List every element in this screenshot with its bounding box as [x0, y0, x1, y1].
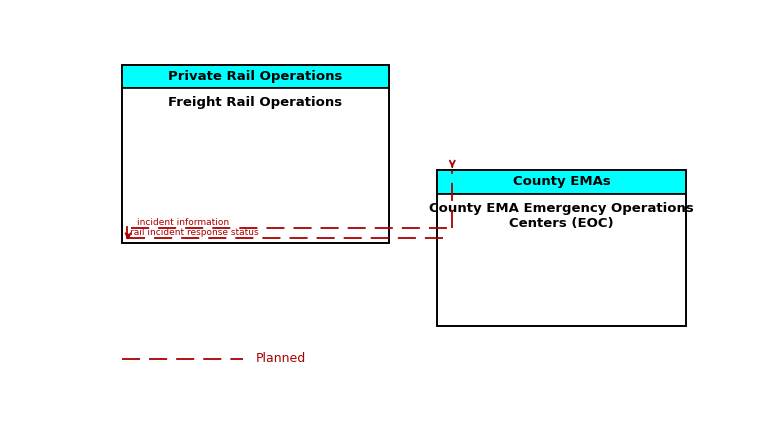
Text: County EMA Emergency Operations
Centers (EOC): County EMA Emergency Operations Centers … — [429, 202, 694, 230]
Text: Planned: Planned — [256, 352, 306, 365]
Bar — [437, 170, 686, 193]
Bar — [122, 65, 389, 88]
Text: rail incident response status: rail incident response status — [130, 228, 259, 237]
Text: incident information: incident information — [137, 218, 229, 227]
Text: County EMAs: County EMAs — [512, 175, 610, 188]
Text: Freight Rail Operations: Freight Rail Operations — [168, 96, 343, 109]
Bar — [122, 88, 389, 243]
Text: Private Rail Operations: Private Rail Operations — [168, 70, 343, 83]
Bar — [122, 65, 389, 243]
Bar — [437, 170, 686, 326]
Bar — [437, 193, 686, 326]
